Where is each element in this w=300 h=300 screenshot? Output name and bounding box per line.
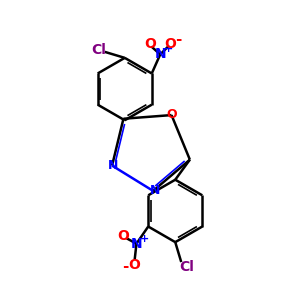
Text: -: - — [122, 259, 128, 274]
Text: O: O — [144, 37, 156, 51]
Text: Cl: Cl — [180, 260, 195, 274]
Text: N: N — [108, 159, 118, 172]
Text: O: O — [129, 258, 141, 272]
Text: +: + — [140, 234, 149, 244]
Text: Cl: Cl — [91, 44, 106, 57]
Text: -: - — [176, 32, 182, 47]
Text: O: O — [166, 108, 177, 121]
Text: +: + — [164, 44, 173, 54]
Text: N: N — [154, 47, 166, 61]
Text: N: N — [130, 237, 142, 251]
Text: O: O — [117, 229, 129, 243]
Text: N: N — [150, 184, 161, 197]
Text: O: O — [164, 37, 176, 51]
